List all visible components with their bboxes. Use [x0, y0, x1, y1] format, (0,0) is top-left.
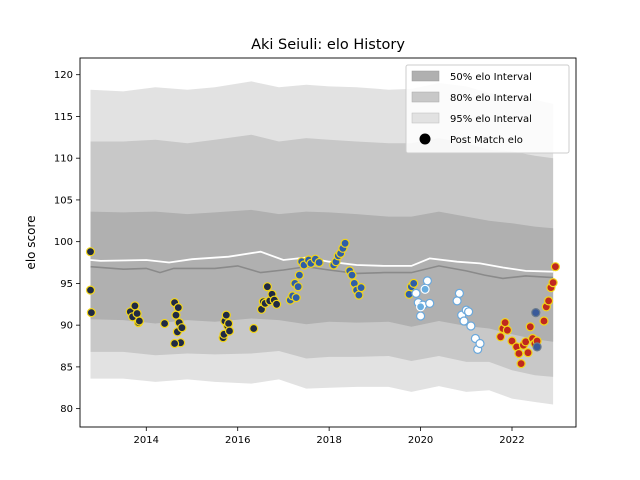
- point-s0-9: [160, 318, 170, 329]
- point-s5-0: [531, 308, 541, 318]
- point-s2-7: [452, 296, 462, 306]
- point-s0-8: [134, 316, 144, 326]
- point-s0-0: [85, 247, 96, 257]
- legend-label-50: 50% elo Interval: [450, 72, 532, 83]
- point-s3-0: [416, 302, 426, 312]
- point-s1-19: [347, 270, 357, 280]
- point-s0-11: [171, 310, 181, 320]
- point-s2-12: [464, 307, 474, 317]
- point-s4-11: [525, 322, 535, 332]
- point-s2-8: [454, 288, 464, 298]
- point-s0-6: [132, 308, 142, 319]
- point-s4-10: [523, 348, 533, 358]
- point-s1-17: [340, 238, 350, 248]
- point-s0-29: [262, 282, 272, 292]
- legend-swatch-95: [411, 112, 440, 124]
- y-tick-label-6: 110: [54, 154, 73, 165]
- line-median: [90, 265, 554, 280]
- chart-title: Aki Seiuli: elo History: [251, 37, 405, 53]
- point-s4-7: [516, 359, 526, 369]
- x-tick-label-4: 2022: [499, 435, 524, 446]
- point-s4-15: [539, 316, 549, 326]
- point-s5-1: [532, 342, 542, 352]
- point-s0-13: [173, 303, 183, 313]
- point-s0-16: [177, 323, 187, 333]
- point-s2-2: [416, 311, 426, 321]
- point-s0-33: [272, 299, 282, 309]
- point-s4-17: [543, 296, 554, 306]
- point-s0-1: [85, 285, 96, 295]
- point-s1-26: [409, 278, 419, 288]
- point-s1-23: [356, 283, 366, 293]
- x-tick-label-3: 2020: [408, 435, 433, 446]
- y-ticks: 80 85 90 95 100 105 110 115 120: [54, 70, 80, 415]
- point-s2-5: [422, 276, 432, 286]
- point-s4-6: [514, 348, 524, 359]
- x-tick-label-2: 2018: [316, 435, 341, 446]
- legend-swatch-50: [411, 70, 440, 82]
- legend-label-95: 95% elo Interval: [450, 114, 532, 125]
- y-tick-label-2: 90: [60, 321, 73, 332]
- point-s3-1: [420, 284, 430, 294]
- point-s4-2: [500, 318, 510, 328]
- y-tick-label-0: 80: [60, 404, 73, 415]
- point-s4-20: [550, 262, 561, 272]
- point-s2-6: [425, 298, 435, 308]
- point-s0-21: [221, 310, 231, 320]
- y-tick-label-1: 85: [60, 362, 73, 373]
- point-s1-3: [291, 293, 301, 303]
- point-s4-4: [507, 336, 517, 346]
- point-s2-16: [475, 338, 485, 349]
- point-s0-17: [170, 338, 180, 349]
- lines-layer: [90, 250, 554, 280]
- point-s0-24: [224, 326, 235, 336]
- y-tick-label-8: 120: [54, 70, 73, 81]
- point-s0-25: [249, 323, 259, 334]
- legend-label-post-match: Post Match elo: [450, 135, 523, 146]
- bands-layer: [90, 81, 554, 405]
- x-ticks: 2014 2016 2018 2020 2022: [134, 427, 525, 446]
- point-s4-3: [502, 325, 512, 335]
- point-s0-2: [86, 308, 97, 318]
- point-s4-19: [548, 278, 558, 288]
- point-s1-22: [354, 290, 364, 300]
- plot-frame: [79, 57, 577, 428]
- y-tick-label-7: 115: [54, 112, 73, 123]
- y-axis-label: elo score: [24, 215, 38, 269]
- points-layer: [85, 238, 561, 369]
- point-s2-13: [466, 321, 476, 331]
- line-mean: [90, 250, 554, 273]
- y-tick-label-5: 105: [54, 195, 73, 206]
- point-s0-23: [224, 318, 234, 329]
- point-s1-5: [294, 270, 304, 280]
- point-s0-5: [130, 301, 140, 311]
- point-s1-11: [314, 257, 324, 268]
- y-tick-label-3: 95: [60, 279, 73, 290]
- legend-swatch-80: [411, 91, 440, 103]
- y-tick-label-4: 100: [54, 237, 73, 248]
- x-tick-label-0: 2014: [134, 435, 159, 446]
- point-s2-10: [459, 316, 469, 326]
- legend-marker-post-match: [419, 133, 431, 145]
- legend-box: [405, 64, 570, 154]
- legend: 50% elo Interval 80% elo Interval 95% el…: [405, 64, 570, 154]
- x-tick-label-1: 2016: [225, 435, 250, 446]
- point-s4-0: [496, 332, 506, 342]
- legend-label-80: 80% elo Interval: [450, 93, 532, 104]
- band-2: [90, 209, 554, 342]
- point-s2-0: [411, 288, 421, 298]
- point-s1-4: [293, 282, 303, 292]
